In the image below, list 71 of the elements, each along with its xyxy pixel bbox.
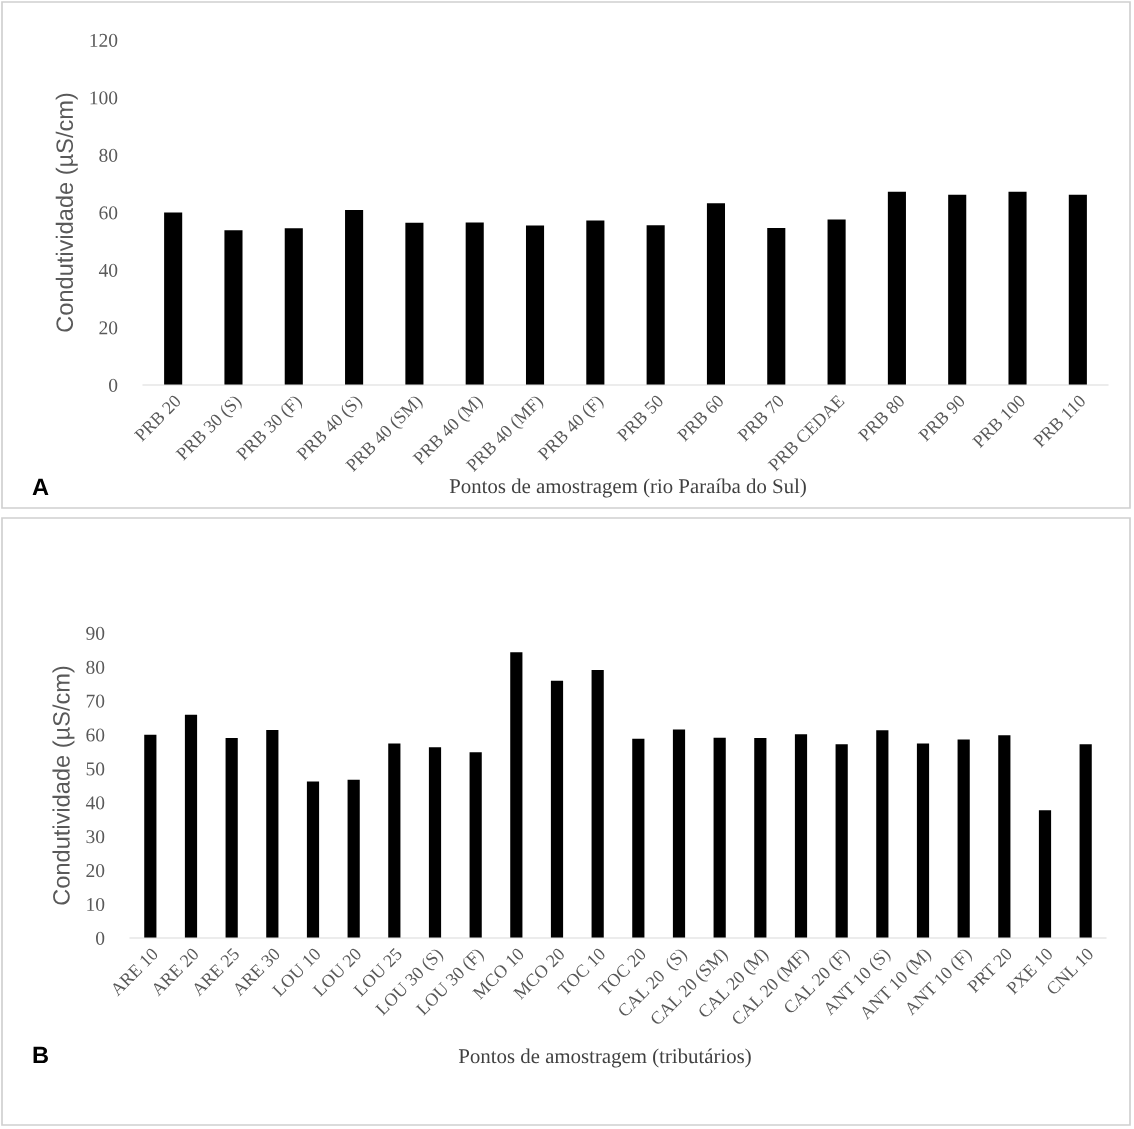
bar	[144, 734, 157, 938]
y-tick-label: 10	[87, 897, 105, 912]
y-tick-label: 20	[86, 864, 105, 878]
y-tick-label: 100	[90, 91, 118, 105]
y-tick-label: 120	[90, 33, 118, 47]
bar	[835, 744, 848, 938]
bar	[224, 230, 243, 385]
y-tick-label: 0	[109, 378, 118, 392]
bar	[876, 730, 889, 938]
y-tick-label: 20	[99, 321, 118, 335]
bar	[428, 747, 442, 938]
bar	[465, 222, 484, 385]
y-tick-label: 50	[86, 762, 105, 776]
bar	[405, 222, 424, 385]
bar	[706, 203, 726, 385]
bar	[510, 652, 523, 938]
bar	[754, 738, 767, 938]
bar	[345, 209, 364, 385]
y-tick-label: 40	[98, 263, 118, 277]
text: A	[32, 478, 49, 496]
x-tick-label: PRB 70	[736, 394, 785, 443]
bar	[827, 219, 846, 385]
bar	[998, 735, 1011, 938]
bar	[948, 194, 967, 385]
bar	[284, 228, 303, 385]
y-tick-label: 40	[85, 796, 105, 810]
x-tick-label: PRB 110	[1032, 394, 1087, 448]
bar	[266, 729, 279, 938]
y-tick-label: 80	[99, 148, 118, 162]
bar	[1038, 810, 1052, 938]
bar	[767, 228, 786, 385]
y-tick-label: 60	[99, 206, 118, 220]
y-axis-title: Condutividade (µS/cm)	[52, 666, 75, 905]
bar	[586, 220, 605, 385]
bar	[1079, 744, 1092, 938]
x-tick-label: PRB 90	[917, 394, 966, 443]
bar	[957, 739, 970, 938]
bar	[713, 737, 726, 938]
bar	[469, 752, 482, 938]
x-tick-label: PRB 20	[133, 394, 182, 443]
bar	[887, 191, 906, 385]
bar	[525, 225, 545, 385]
bar	[225, 738, 238, 938]
y-tick-label: 70	[86, 694, 105, 708]
y-axis-title: Condutividade (µS/cm)	[55, 93, 78, 332]
bar	[164, 212, 183, 385]
y-tick-label: 90	[86, 626, 105, 640]
x-axis-title: Pontos de amostragem (rio Paraíba do Sul)	[449, 478, 806, 498]
bar	[184, 714, 198, 938]
y-tick-label: 0	[96, 931, 105, 945]
bar	[306, 781, 320, 938]
bar	[1068, 194, 1087, 385]
bar	[794, 734, 808, 938]
x-tick-label: PRB 50	[616, 394, 665, 443]
bar	[916, 743, 930, 938]
y-tick-label: 30	[86, 830, 105, 844]
bar	[550, 680, 564, 938]
bar	[1008, 191, 1027, 385]
bar	[591, 669, 604, 938]
y-tick-label: 80	[86, 660, 105, 674]
bar	[672, 729, 686, 938]
bar	[347, 779, 360, 938]
text: B	[33, 1046, 48, 1064]
bar	[388, 743, 401, 938]
bar	[646, 225, 665, 385]
x-tick-label: PRB 80	[857, 394, 906, 443]
x-axis-title: Pontos de amostragem (tributários)	[458, 1048, 751, 1068]
x-tick-label: PRB 100	[971, 394, 1027, 449]
y-tick-label: 60	[86, 728, 105, 742]
x-tick-label: PRB 60	[676, 394, 725, 443]
bar	[632, 738, 645, 938]
